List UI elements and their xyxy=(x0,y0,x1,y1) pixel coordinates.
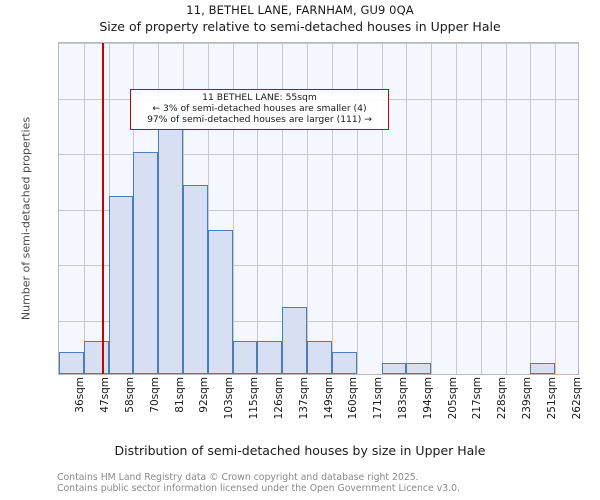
gridline-x-18 xyxy=(505,43,507,374)
gridline-y-10 xyxy=(59,265,578,266)
bar-92sqm xyxy=(183,185,208,374)
bar-183sqm xyxy=(381,362,407,374)
bar-194sqm xyxy=(406,362,432,374)
x-tick-160sqm: 160sqm xyxy=(347,377,360,420)
gridline-x-10 xyxy=(307,43,309,374)
x-tick-171sqm: 171sqm xyxy=(372,377,385,420)
footer-line-1: Contains HM Land Registry data © Crown c… xyxy=(57,472,419,483)
bar-47sqm xyxy=(83,340,109,374)
x-tick-92sqm: 92sqm xyxy=(198,377,211,413)
x-tick-205sqm: 205sqm xyxy=(446,377,459,420)
x-tick-183sqm: 183sqm xyxy=(396,377,409,420)
x-tick-81sqm: 81sqm xyxy=(173,377,186,413)
bar-137sqm xyxy=(282,307,308,374)
bar-149sqm xyxy=(307,340,332,374)
gridline-x-14 xyxy=(406,43,408,374)
y-axis-label: Number of semi-detached properties xyxy=(19,116,33,321)
gridline-x-8 xyxy=(257,43,259,374)
annotation-line-1: 11 BETHEL LANE: 55sqm xyxy=(202,92,317,103)
bar-36sqm xyxy=(59,351,84,374)
gridline-x-19 xyxy=(530,43,532,374)
gridline-y-30 xyxy=(59,43,578,44)
x-tick-126sqm: 126sqm xyxy=(272,377,285,420)
property-annotation-box: 11 BETHEL LANE: 55sqm ← 3% of semi-detac… xyxy=(130,89,389,130)
bar-160sqm xyxy=(331,351,357,374)
x-tick-47sqm: 47sqm xyxy=(99,377,112,413)
x-tick-194sqm: 194sqm xyxy=(421,377,434,420)
bar-81sqm xyxy=(158,107,184,374)
bar-103sqm xyxy=(207,229,233,374)
x-tick-36sqm: 36sqm xyxy=(74,377,87,413)
bar-115sqm xyxy=(232,340,258,374)
gridline-x-15 xyxy=(431,43,433,374)
footer-line-2: Contains public sector information licen… xyxy=(57,483,460,494)
x-tick-70sqm: 70sqm xyxy=(148,377,161,413)
x-tick-103sqm: 103sqm xyxy=(223,377,236,420)
gridline-x-12 xyxy=(356,43,358,374)
bar-70sqm xyxy=(133,152,159,374)
x-tick-262sqm: 262sqm xyxy=(570,377,583,420)
x-axis-label: Distribution of semi-detached houses by … xyxy=(114,443,486,458)
gridline-x-16 xyxy=(455,43,457,374)
footer-attribution: Contains HM Land Registry data © Crown c… xyxy=(57,472,597,494)
gridline-x-1 xyxy=(83,43,85,374)
bar-126sqm xyxy=(257,340,283,374)
gridline-x-11 xyxy=(331,43,333,374)
bar-251sqm xyxy=(530,362,556,374)
chart-subtitle: Size of property relative to semi-detach… xyxy=(99,19,501,34)
bar-58sqm xyxy=(108,196,134,374)
x-tick-137sqm: 137sqm xyxy=(297,377,310,420)
annotation-line-3: 97% of semi-detached houses are larger (… xyxy=(147,114,372,126)
x-tick-217sqm: 217sqm xyxy=(471,377,484,420)
x-tick-239sqm: 239sqm xyxy=(520,377,533,420)
gridline-x-13 xyxy=(381,43,383,374)
plot-area: 11 BETHEL LANE: 55sqm ← 3% of semi-detac… xyxy=(58,42,579,375)
x-tick-228sqm: 228sqm xyxy=(496,377,509,420)
chart-title: 11, BETHEL LANE, FARNHAM, GU9 0QA xyxy=(186,3,414,17)
gridline-x-7 xyxy=(232,43,234,374)
x-tick-115sqm: 115sqm xyxy=(248,377,261,420)
x-tick-251sqm: 251sqm xyxy=(545,377,558,420)
property-marker-line xyxy=(102,43,105,374)
gridline-y-20 xyxy=(59,154,578,155)
annotation-line-2: ← 3% of semi-detached houses are smaller… xyxy=(152,103,367,115)
gridline-y-5 xyxy=(59,320,578,322)
x-tick-149sqm: 149sqm xyxy=(322,377,335,420)
gridline-x-6 xyxy=(207,43,209,374)
gridline-x-9 xyxy=(282,43,284,374)
x-tick-58sqm: 58sqm xyxy=(124,377,137,413)
gridline-x-20 xyxy=(555,43,557,374)
gridline-y-15 xyxy=(59,209,578,211)
gridline-x-17 xyxy=(480,43,482,374)
